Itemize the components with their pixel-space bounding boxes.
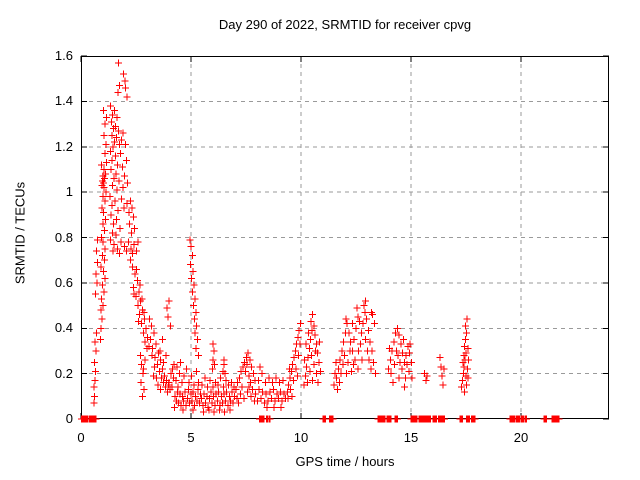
data-points (77, 59, 563, 423)
y-tick-label: 0.4 (54, 320, 73, 336)
y-tick-label: 0 (65, 411, 73, 426)
chart-title: Day 290 of 2022, SRMTID for receiver cpv… (218, 17, 472, 32)
y-tick-label: 1.2 (54, 138, 73, 154)
y-tick-label: 1.6 (54, 48, 73, 63)
y-tick-label: 0.6 (54, 274, 73, 290)
y-tick-label: 1.4 (54, 93, 73, 109)
x-tick-label: 10 (293, 430, 309, 445)
scatter-plot-canvas (77, 55, 609, 423)
y-axis-label: SRMTID / TECUs (12, 181, 28, 285)
x-tick-label: 20 (513, 430, 529, 445)
x-tick-label: 5 (187, 430, 195, 445)
x-tick-label: 0 (77, 430, 85, 445)
y-tick-label: 0.8 (54, 229, 73, 245)
y-tick-label: 0.2 (54, 365, 73, 381)
plot-area (77, 55, 609, 423)
y-tick-label: 1 (65, 184, 73, 200)
plot-frame (81, 56, 609, 419)
x-axis-label: GPS time / hours (295, 454, 395, 469)
x-tick-label: 15 (403, 430, 419, 445)
